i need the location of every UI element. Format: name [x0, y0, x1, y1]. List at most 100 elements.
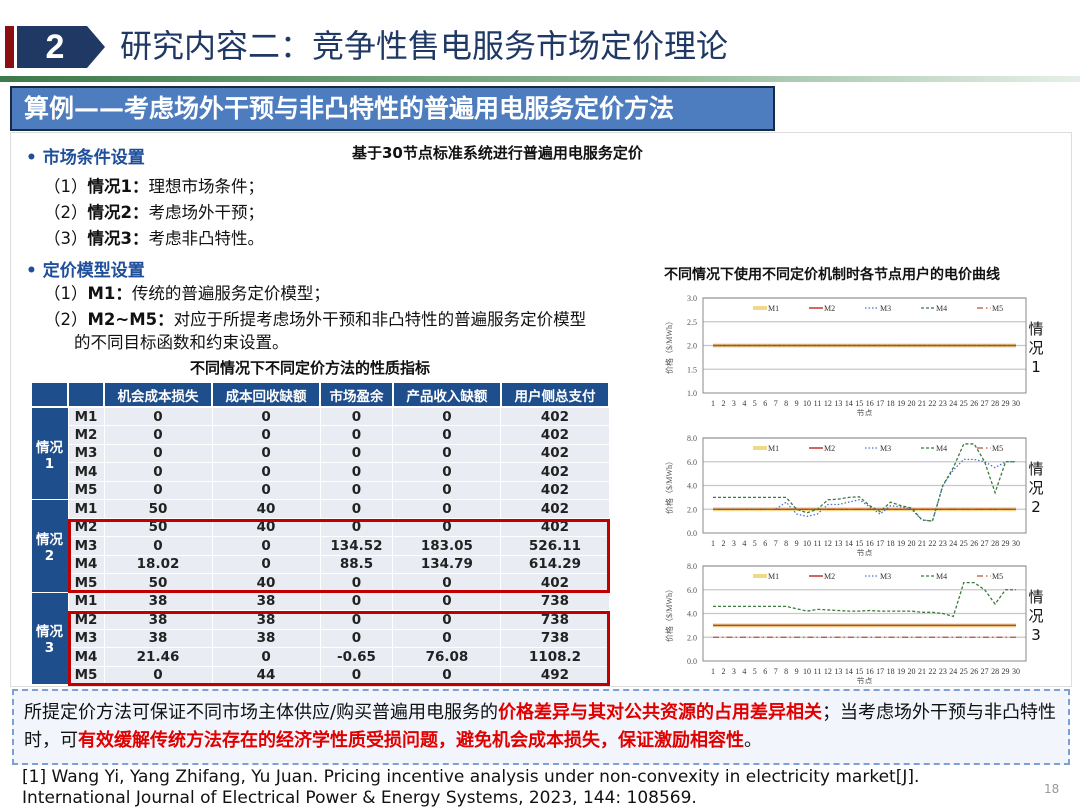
x-tick-label: 13: [834, 399, 842, 408]
value-cell: 0: [392, 480, 502, 500]
x-tick-label: 1: [711, 667, 715, 676]
table-row: M4 21.46 0 -0.65 76.08 1108.2: [31, 647, 610, 667]
value-cell: -0.65: [319, 647, 394, 667]
x-tick-label: 21: [918, 539, 926, 548]
value-cell: 0: [392, 443, 502, 463]
x-tick-label: 23: [939, 667, 947, 676]
x-tick-label: 21: [918, 667, 926, 676]
value-cell: 21.46: [103, 647, 213, 667]
x-tick-label: 29: [1002, 539, 1010, 548]
x-tick-label: 26: [970, 667, 978, 676]
title-divider: [0, 76, 1080, 82]
plot-frame: [702, 565, 1027, 662]
value-cell: 38: [103, 610, 213, 630]
table-row: 情况1 M1 0 0 0 0 402: [30, 406, 610, 500]
y-tick-label: 2.0: [687, 633, 697, 642]
x-tick-label: 24: [949, 667, 957, 676]
plot-frame: [702, 437, 1027, 534]
x-tick-label: 18: [887, 667, 895, 676]
x-axis-label: 节点: [857, 549, 873, 556]
legend-label: M1: [768, 572, 779, 581]
value-cell: 40: [211, 499, 321, 519]
list-item: （3）情况3：考虑非凸特性。: [44, 226, 264, 252]
y-tick-label: 8.0: [687, 562, 697, 571]
case-label: 情况2: [30, 499, 69, 593]
x-tick-label: 19: [897, 667, 905, 676]
value-cell: 50: [103, 499, 213, 519]
section-badge: [17, 26, 105, 68]
value-cell: 738: [500, 628, 610, 648]
item-key: M2~M5：: [87, 310, 174, 329]
x-tick-label: 23: [939, 399, 947, 408]
item-text: 理想市场条件；: [148, 177, 264, 196]
method-cell: M4: [67, 462, 105, 482]
x-tick-label: 24: [949, 539, 957, 548]
value-cell: 0: [319, 443, 394, 463]
model-cont: 的不同目标函数和约束设置。: [74, 333, 289, 352]
x-tick-label: 3: [732, 539, 736, 548]
value-cell: 402: [500, 480, 610, 500]
x-tick-label: 2: [721, 399, 725, 408]
value-cell: 0: [103, 425, 213, 445]
x-tick-label: 11: [814, 539, 822, 548]
value-cell: 0: [319, 665, 394, 685]
x-tick-label: 30: [1012, 667, 1020, 676]
x-tick-label: 19: [897, 399, 905, 408]
x-tick-label: 2: [721, 667, 725, 676]
legend-label: M5: [992, 572, 1003, 581]
legend-label: M4: [936, 304, 947, 313]
value-cell: 738: [500, 610, 610, 630]
x-tick-label: 12: [824, 667, 832, 676]
x-tick-label: 1: [711, 399, 715, 408]
item-key: 情况3：: [87, 229, 149, 248]
value-cell: 134.79: [392, 554, 502, 574]
value-cell: 38: [211, 591, 321, 611]
value-cell: 1108.2: [500, 647, 610, 667]
x-tick-label: 5: [753, 667, 757, 676]
x-tick-label: 30: [1012, 399, 1020, 408]
value-cell: 0: [103, 665, 213, 685]
conclusion-text: ；当考虑场外干预与非凸特性时，可: [24, 702, 1057, 751]
case-side-label: 情况3: [1028, 588, 1044, 644]
value-cell: 0: [211, 647, 321, 667]
case-side-label: 情况2: [1028, 460, 1044, 516]
value-cell: 402: [500, 462, 610, 482]
value-cell: 183.05: [392, 536, 502, 556]
x-tick-label: 6: [763, 667, 767, 676]
x-tick-label: 30: [1012, 539, 1020, 548]
x-tick-label: 14: [845, 667, 853, 676]
legend-label: M5: [992, 304, 1003, 313]
method-cell: M1: [67, 591, 105, 611]
table-row: M3 0 0 0 0 402: [31, 443, 610, 463]
value-cell: 38: [211, 610, 321, 630]
item-key: M1：: [87, 284, 132, 303]
x-tick-label: 9: [795, 399, 799, 408]
item-text: 对应于所提考虑场外干预和非凸特性的普遍服务定价模型: [173, 310, 587, 329]
bullet-icon: •: [26, 148, 43, 168]
item-number: （2）: [44, 310, 88, 329]
value-cell: 0: [319, 517, 394, 537]
x-tick-label: 14: [845, 399, 853, 408]
value-cell: 0: [211, 443, 321, 463]
method-cell: M2: [67, 517, 105, 537]
legend-label: M1: [768, 444, 779, 453]
column-header: 机会成本损失: [102, 381, 214, 408]
value-cell: 0: [392, 517, 502, 537]
bullet-icon: •: [26, 261, 43, 281]
item-text: 考虑非凸特性。: [148, 229, 264, 248]
reference: [1] Wang Yi, Yang Zhifang, Yu Juan. Pric…: [22, 767, 920, 808]
x-tick-label: 5: [753, 399, 757, 408]
table-row: M3 38 38 0 0 738: [31, 628, 610, 648]
value-cell: 0: [392, 610, 502, 630]
x-tick-label: 18: [887, 399, 895, 408]
value-cell: 614.29: [500, 554, 610, 574]
y-tick-label: 0.0: [687, 529, 697, 538]
y-tick-label: 1.5: [687, 365, 697, 374]
item-number: （1）: [44, 177, 88, 196]
value-cell: 0: [319, 610, 394, 630]
value-cell: 0: [319, 406, 394, 426]
x-tick-label: 12: [824, 539, 832, 548]
value-cell: 0: [211, 406, 321, 426]
legend-label: M5: [992, 444, 1003, 453]
x-tick-label: 24: [949, 399, 957, 408]
